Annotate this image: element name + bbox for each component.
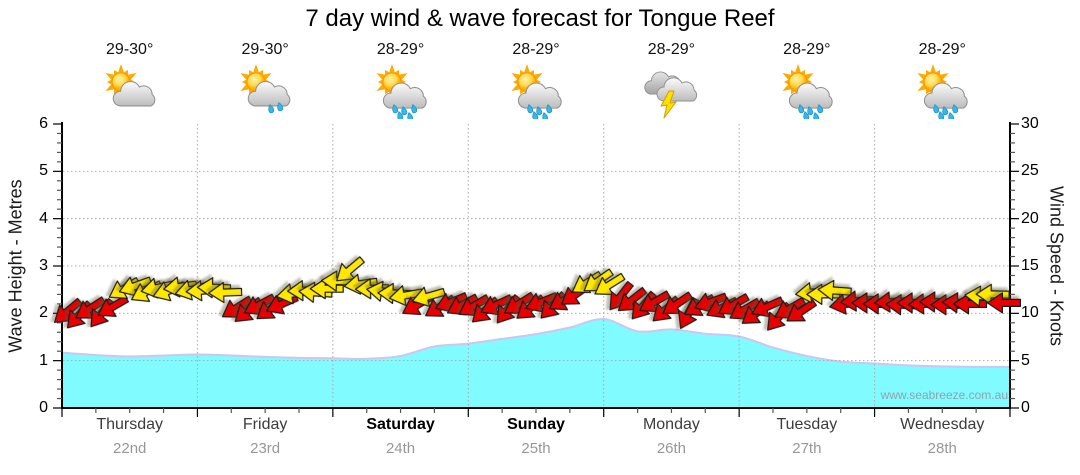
right-tick-label: 5 <box>1021 351 1030 369</box>
right-tick-label: 15 <box>1021 257 1039 274</box>
right-tick-label: 0 <box>1021 399 1030 416</box>
raindrop-icon <box>817 104 824 114</box>
raindrop-icon <box>527 104 534 114</box>
raindrop-icon <box>400 106 407 116</box>
temperature-label: 28-29° <box>647 41 696 58</box>
cloud-icon <box>517 82 562 109</box>
watermark: www.seabreeze.com.au <box>880 388 1008 402</box>
day-name: Wednesday <box>900 416 985 433</box>
day-name: Friday <box>242 416 288 433</box>
raindrop-icon <box>952 104 959 114</box>
wind-arrow <box>388 285 424 307</box>
raindrop-icon <box>410 104 417 114</box>
showers-icon <box>914 63 970 122</box>
raindrop-icon <box>933 104 940 114</box>
day-date: 25th <box>521 440 551 457</box>
raindrop-icon <box>807 106 814 116</box>
raindrop-icon <box>268 104 275 114</box>
showers-icon <box>373 63 429 122</box>
wind-arrow <box>751 296 785 318</box>
temperature-label: 28-29° <box>918 41 966 58</box>
day-date: 22nd <box>113 440 147 457</box>
wave-edge-line <box>61 318 1011 368</box>
raindrop-icon <box>942 106 949 116</box>
thunderstorm-icon <box>643 63 699 119</box>
left-tick-label: 6 <box>39 115 48 132</box>
right-tick-label: 30 <box>1021 115 1039 132</box>
showers-icon <box>508 63 564 122</box>
wind-arrow <box>817 279 852 302</box>
wind-arrow <box>480 294 514 316</box>
left-tick-label: 1 <box>39 351 48 369</box>
cloud-icon <box>788 82 833 109</box>
day-name: Tuesday <box>776 416 838 433</box>
day-name: Thursday <box>96 416 164 433</box>
wind-arrows <box>53 256 1022 331</box>
temperature-label: 28-29° <box>376 41 425 58</box>
cloud-icon <box>382 82 427 109</box>
gridlines <box>63 124 1009 407</box>
cloud-icon <box>924 82 968 109</box>
left-tick-label: 5 <box>39 162 48 180</box>
temperature-label: 28-29° <box>512 41 560 58</box>
day-name: Sunday <box>507 416 565 433</box>
temperature-label: 29-30° <box>241 41 289 58</box>
temperature-label: 29-30° <box>106 41 154 58</box>
wind-arrow <box>336 256 365 282</box>
left-tick-label: 0 <box>39 399 48 416</box>
day-date: 27th <box>792 440 822 457</box>
left-tick-label: 4 <box>39 209 48 227</box>
day-date: 24th <box>385 440 416 457</box>
day-date: 26th <box>656 440 687 457</box>
partly-cloudy-icon <box>102 63 158 119</box>
right-tick-label: 20 <box>1021 209 1039 227</box>
day-name: Saturday <box>366 416 435 433</box>
wind-arrow <box>458 294 491 317</box>
cloud-icon <box>112 81 156 107</box>
wind-arrow <box>662 291 693 315</box>
wind-arrow <box>975 283 1010 305</box>
raindrop-icon <box>546 104 553 114</box>
raindrop-icon <box>798 104 805 114</box>
light-showers-icon <box>237 63 293 119</box>
raindrop-icon <box>277 102 284 112</box>
wind-arrow <box>694 292 728 313</box>
left-tick-label: 2 <box>39 304 48 322</box>
raindrop-icon <box>391 104 398 114</box>
raindrop-icon <box>536 106 543 116</box>
day-date: 28th <box>927 440 957 457</box>
right-tick-label: 10 <box>1021 304 1039 322</box>
cloud-icon <box>247 81 291 107</box>
day-name: Monday <box>642 416 700 433</box>
wind-arrow <box>617 286 648 312</box>
left-tick-label: 3 <box>39 257 48 274</box>
lightning-icon <box>660 90 677 119</box>
wind-arrow <box>208 281 243 304</box>
temperature-label: 28-29° <box>783 41 831 58</box>
wind-arrow <box>594 272 626 296</box>
showers-icon <box>779 63 835 122</box>
wind-arrow <box>525 292 559 313</box>
wind-arrow <box>639 290 671 313</box>
wave-height-area <box>62 318 1010 408</box>
page-title: 7 day wind & wave forecast for Tongue Re… <box>305 5 775 32</box>
wind-arrow <box>986 292 1022 314</box>
right-tick-label: 25 <box>1021 162 1039 180</box>
wind-arrow <box>411 286 446 308</box>
day-date: 23rd <box>250 440 281 457</box>
wind-arrow <box>75 296 107 319</box>
wind-arrow <box>118 276 153 297</box>
